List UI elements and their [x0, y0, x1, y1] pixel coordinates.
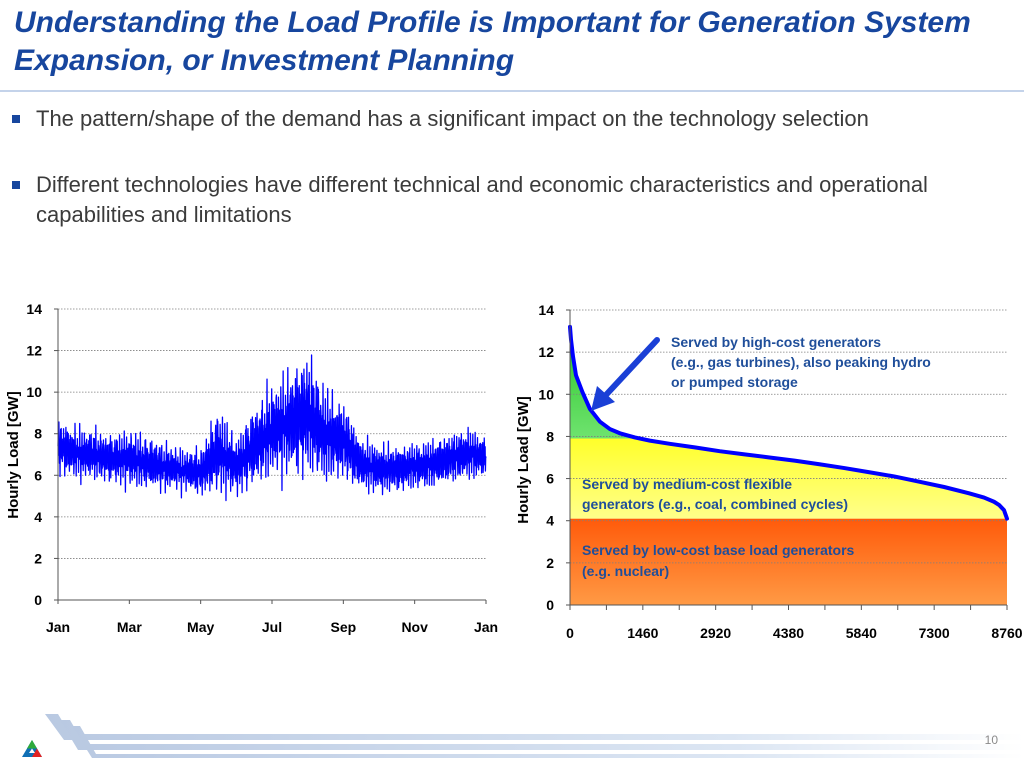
band-fills — [570, 326, 1007, 605]
mid-load-band — [570, 438, 1007, 519]
bullet-item: The pattern/shape of the demand has a si… — [10, 104, 1015, 134]
y-tick-label: 0 — [34, 592, 42, 608]
title-divider — [0, 90, 1024, 92]
footer-band: 10 — [22, 714, 1024, 758]
x-tick-label: Jan — [474, 619, 498, 635]
x-tick-label: 2920 — [700, 625, 731, 641]
x-tick-label: 5840 — [846, 625, 877, 641]
bullet-text: The pattern/shape of the demand has a si… — [36, 106, 869, 131]
y-tick-label: 6 — [34, 467, 42, 483]
y-tick-label: 12 — [538, 344, 554, 360]
bullet-list: The pattern/shape of the demand has a si… — [10, 104, 1015, 266]
series-group — [57, 354, 487, 502]
y-axis-label: Hourly Load [GW] — [515, 396, 532, 524]
y-axis-label: Hourly Load [GW] — [5, 391, 22, 519]
y-tick-label: 10 — [538, 386, 554, 402]
y-tick-label: 2 — [546, 555, 554, 571]
band-annotations: Served by high-cost generators (e.g., gas… — [582, 334, 931, 579]
y-tick-label: 4 — [546, 513, 554, 529]
square-bullet-icon — [12, 181, 20, 189]
x-tick-label: Sep — [330, 619, 356, 635]
x-tick-label: Mar — [117, 619, 142, 635]
slide-title: Understanding the Load Profile is Import… — [14, 6, 971, 77]
logo-icon — [22, 740, 42, 757]
series-group — [568, 324, 1009, 521]
annotation-arrow-icon — [591, 337, 660, 411]
x-tick-labels: 0 1460 2920 4380 5840 7300 8760 — [566, 625, 1023, 641]
band-annotation: Served by high-cost generators (e.g., gas… — [671, 334, 931, 390]
y-tick-label: 6 — [546, 471, 554, 487]
footer-stripe — [45, 714, 1024, 740]
y-tick-label: 0 — [546, 597, 554, 613]
hourly-load-chart: 0 2 4 6 8 10 12 14 Jan Mar May Jul Sep Nov Jan Hourly… — [5, 301, 498, 635]
x-tick-label: 1460 — [627, 625, 658, 641]
series-line — [568, 324, 1009, 521]
footer-stripe — [72, 726, 1024, 758]
x-tick-label: Nov — [401, 619, 428, 635]
band-annotation: Served by low-cost base load generators(… — [582, 542, 855, 579]
x-tick-label: Jan — [46, 619, 70, 635]
axes — [54, 308, 487, 604]
load-duration-chart: 0 2 4 6 8 10 12 14 0 1460 2920 4380 5840 7300 8760 Se… — [515, 302, 1023, 641]
y-tick-label: 8 — [34, 426, 42, 442]
x-tick-labels: Jan Mar May Jul Sep Nov Jan — [46, 619, 498, 635]
bullet-item: Different technologies have different te… — [10, 170, 1015, 230]
x-tick-label: 0 — [566, 625, 574, 641]
base-load-band — [570, 518, 1007, 605]
x-tick-label: 7300 — [919, 625, 950, 641]
x-tick-label: 8760 — [991, 625, 1022, 641]
y-tick-label: 14 — [538, 302, 554, 318]
x-tick-label: 4380 — [773, 625, 804, 641]
square-bullet-icon — [12, 115, 20, 123]
y-tick-labels: 0 2 4 6 8 10 12 14 — [538, 302, 554, 613]
footer-stripe — [60, 720, 1024, 750]
band-annotation: Served by medium-cost flexible generators… — [582, 476, 848, 512]
y-tick-label: 2 — [34, 550, 42, 566]
series-line — [57, 354, 487, 502]
y-tick-label: 12 — [26, 343, 42, 359]
y-tick-labels: 0 2 4 6 8 10 12 14 — [26, 301, 42, 608]
axes — [566, 309, 1008, 610]
y-tick-label: 10 — [26, 384, 42, 400]
bullet-text: Different technologies have different te… — [36, 172, 928, 227]
peak-load-band — [570, 326, 640, 439]
y-tick-label: 8 — [546, 428, 554, 444]
y-tick-label: 14 — [26, 301, 42, 317]
x-tick-label: May — [187, 619, 214, 635]
x-tick-label: Jul — [262, 619, 282, 635]
page-number: 10 — [985, 733, 999, 747]
y-tick-label: 4 — [34, 509, 42, 525]
